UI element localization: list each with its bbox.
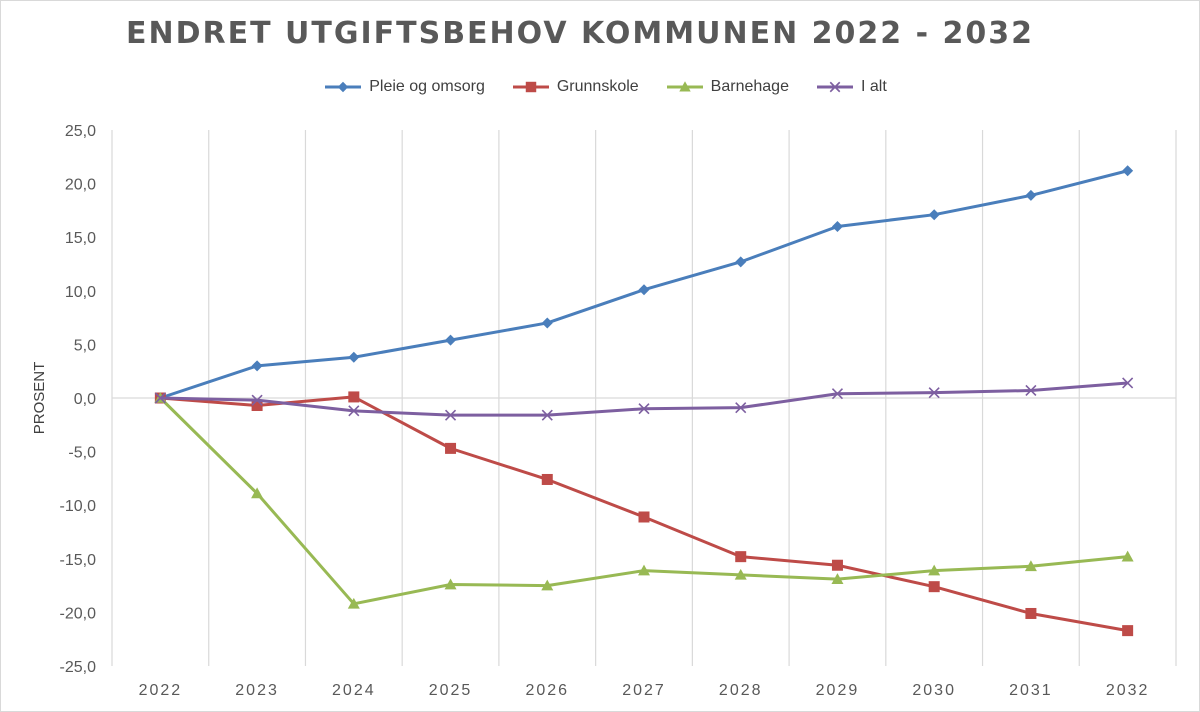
legend-marker — [525, 81, 537, 93]
series-pleie-og-omsorg — [154, 165, 1134, 404]
square-marker-point — [928, 581, 940, 593]
x-tick-label: 2024 — [332, 682, 376, 699]
x-tick-label: 2026 — [525, 682, 569, 699]
legend-label: Grunnskole — [556, 78, 639, 95]
legend-item: Pleie og omsorg — [323, 78, 485, 96]
diamond-marker-point — [1025, 189, 1037, 201]
x-tick-label: 2028 — [719, 682, 763, 699]
series-grunnskole — [154, 391, 1134, 637]
triangle-marker-point — [928, 564, 941, 576]
triangle-marker-point — [251, 487, 264, 499]
diamond-marker-point — [1122, 165, 1134, 177]
diamond-marker-point — [638, 284, 650, 296]
legend-label: I alt — [860, 78, 887, 95]
x-marker-point — [444, 409, 457, 421]
x-marker-point — [638, 403, 650, 415]
square-marker-point — [1122, 625, 1134, 637]
x-tick-label: 2029 — [816, 682, 860, 699]
y-tick-label: -10,0 — [60, 498, 97, 515]
triangle-marker-point — [831, 573, 844, 584]
legend-x-marker-icon — [816, 81, 853, 93]
y-tick-label: -20,0 — [60, 605, 97, 622]
y-tick-label: 15,0 — [65, 230, 96, 247]
legend-marker — [678, 81, 691, 92]
series-i-alt — [154, 377, 1134, 421]
legend-item: I alt — [815, 78, 887, 96]
square-marker-point — [348, 391, 360, 403]
legend-marker — [337, 81, 349, 93]
square-marker-point — [445, 442, 457, 454]
y-tick-label: 25,0 — [65, 123, 96, 140]
x-tick-label: 2030 — [912, 682, 956, 699]
diamond-marker-point — [348, 351, 360, 363]
x-tick-label: 2031 — [1009, 682, 1053, 699]
diamond-marker-point — [928, 209, 940, 221]
x-marker-point — [735, 402, 747, 414]
square-marker-point — [541, 473, 553, 485]
legend-label: Barnehage — [710, 78, 789, 95]
legend-label: Pleie og omsorg — [369, 78, 485, 95]
diamond-marker-point — [735, 256, 747, 268]
diamond-marker-point — [541, 317, 553, 329]
y-tick-label: -15,0 — [60, 552, 97, 569]
legend-item: Barnehage — [665, 78, 789, 96]
triangle-marker-point — [1024, 560, 1037, 572]
legend-diamond-marker-icon — [325, 81, 362, 93]
x-marker-point — [1122, 377, 1134, 389]
legend-square-marker-icon — [512, 81, 549, 93]
series-barnehage — [154, 392, 1134, 609]
y-tick-label: -5,0 — [68, 445, 96, 462]
y-axis-title: PROSENT — [31, 362, 48, 435]
chart-legend: Pleie og omsorg Grunnskole Barnehage I alt — [0, 78, 1200, 96]
x-marker-point — [154, 392, 166, 404]
triangle-marker-point — [638, 564, 650, 576]
x-tick-label: 2032 — [1106, 682, 1150, 699]
diamond-marker-point — [251, 360, 263, 372]
x-marker-point — [251, 394, 263, 406]
triangle-marker-point — [347, 597, 360, 609]
x-marker-point — [928, 387, 940, 399]
x-tick-label: 2027 — [622, 682, 666, 699]
x-tick-label: 2023 — [235, 682, 279, 699]
y-tick-label: 10,0 — [65, 284, 96, 301]
triangle-marker-point — [734, 568, 747, 580]
triangle-marker-point — [1121, 550, 1134, 562]
diamond-marker-point — [445, 334, 457, 346]
x-tick-label: 2025 — [429, 682, 473, 699]
x-marker-point — [831, 388, 844, 400]
x-marker-point — [348, 405, 360, 417]
legend-triangle-marker-icon — [666, 81, 703, 92]
square-marker-point — [638, 511, 650, 523]
square-marker-point — [1025, 607, 1037, 619]
triangle-marker-point — [444, 578, 457, 590]
legend-item: Grunnskole — [511, 78, 639, 96]
x-marker-point — [541, 409, 553, 421]
square-marker-point — [831, 559, 843, 571]
triangle-marker-point — [541, 579, 554, 591]
square-marker-point — [251, 400, 263, 412]
legend-marker — [829, 81, 841, 93]
diamond-marker-point — [831, 220, 843, 232]
y-tick-label: 5,0 — [74, 337, 96, 354]
y-tick-label: 0,0 — [74, 391, 96, 408]
x-marker-point — [1025, 384, 1037, 397]
x-tick-label: 2022 — [139, 682, 183, 699]
square-marker-point — [735, 551, 747, 563]
y-tick-label: 20,0 — [65, 177, 96, 194]
chart-title: ENDRET UTGIFTSBEHOV KOMMUNEN 2022 - 2032 — [126, 16, 1034, 51]
y-tick-label: -25,0 — [60, 659, 97, 676]
